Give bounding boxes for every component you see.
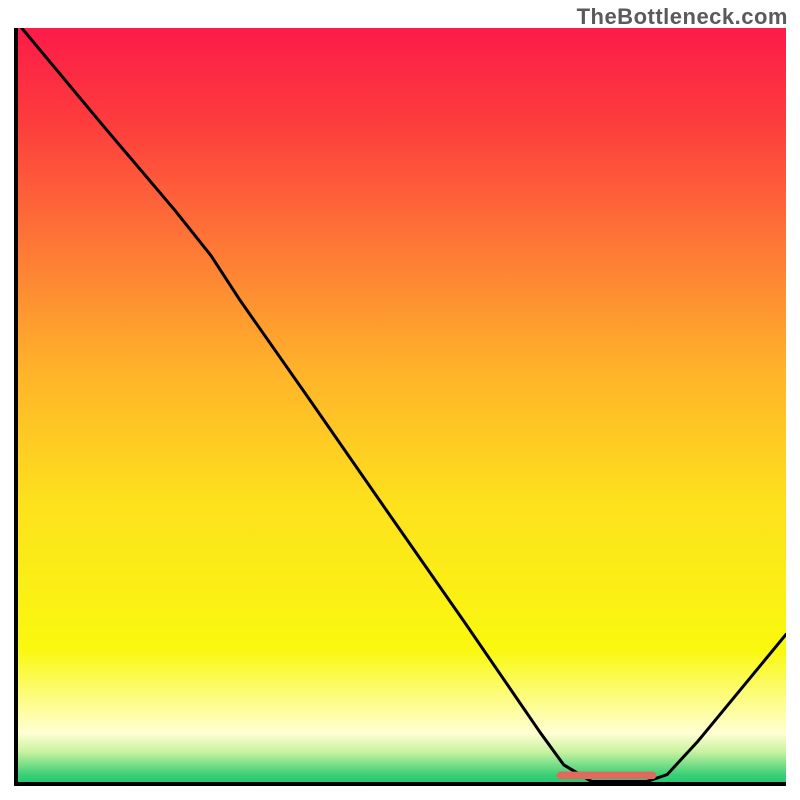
marker-band bbox=[557, 772, 657, 780]
chart-svg bbox=[14, 28, 786, 786]
chart-container: TheBottleneck.com bbox=[0, 0, 800, 800]
watermark-text: TheBottleneck.com bbox=[577, 4, 788, 30]
chart-frame bbox=[14, 28, 786, 786]
gradient-background bbox=[14, 28, 786, 786]
